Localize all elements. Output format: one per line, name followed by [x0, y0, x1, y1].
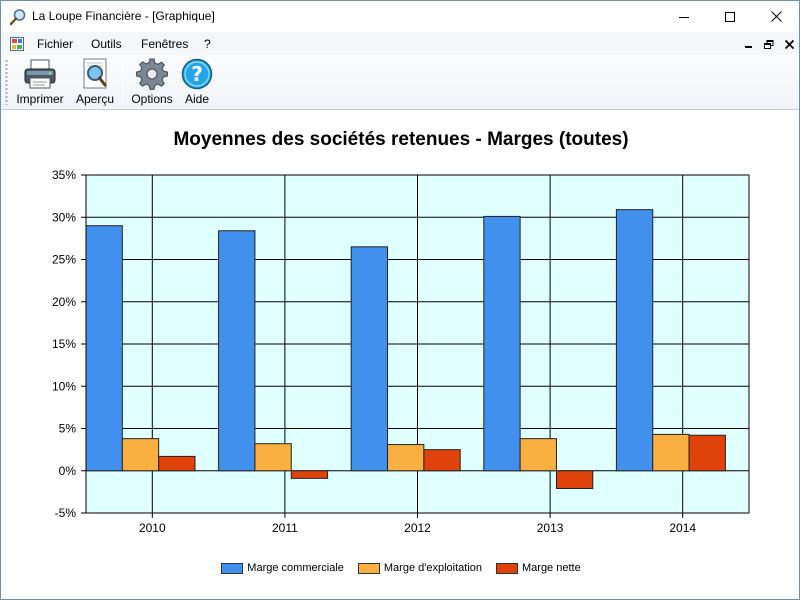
- plot-border: [85, 174, 750, 514]
- title-bar[interactable]: La Loupe Financière - [Graphique]: [1, 1, 799, 32]
- gear-icon: [134, 57, 170, 91]
- options-button[interactable]: Options: [128, 57, 176, 108]
- y-tick-label: 30%: [52, 210, 76, 224]
- legend-swatch: [221, 562, 244, 574]
- options-label: Options: [131, 92, 173, 106]
- legend-item: Marge commerciale: [221, 562, 344, 574]
- bar: [290, 470, 329, 479]
- preview-button[interactable]: Aperçu: [72, 57, 118, 108]
- mdi-restore-button[interactable]: [762, 37, 776, 51]
- bar: [652, 433, 690, 472]
- bar: [519, 438, 557, 472]
- bar-chart: 35% 30% 25% 20% 15% 10% 5% 0% -5% 2010 2011 2012 201…: [52, 168, 750, 535]
- menu-outils[interactable]: Outils: [91, 37, 122, 51]
- bar: [121, 438, 160, 472]
- svg-text:?: ?: [191, 62, 203, 86]
- mdi-minimize-button[interactable]: [742, 37, 756, 51]
- y-tick-label: 0%: [59, 464, 77, 478]
- x-tick-label: 2014: [669, 521, 696, 535]
- y-tick-label: 15%: [52, 337, 76, 351]
- legend-swatch: [357, 562, 380, 574]
- chart-title: Moyennes des sociétés retenues - Marges …: [173, 129, 629, 150]
- chart-panel: Moyennes des sociétés retenues - Marges …: [1, 111, 799, 599]
- help-label: Aide: [184, 92, 210, 106]
- y-tick-label: 10%: [52, 379, 76, 393]
- bar: [688, 434, 726, 472]
- mdi-close-button[interactable]: [782, 37, 796, 51]
- menu-help[interactable]: ?: [204, 37, 211, 51]
- menu-fichier[interactable]: Fichier: [37, 37, 74, 51]
- menu-bar: Fichier Outils Fenêtres ?: [1, 32, 799, 55]
- y-tick-label: 20%: [52, 295, 76, 309]
- legend-item: Marge d'exploitation: [357, 562, 482, 574]
- printer-icon: [22, 57, 58, 91]
- x-tick-label: 2011: [272, 521, 298, 535]
- bar: [387, 444, 425, 472]
- y-tick-label: 25%: [52, 253, 76, 267]
- menu-fenetres[interactable]: Fenêtres: [141, 37, 189, 51]
- chart-legend: Marge commerciale Marge d'exploitation M…: [1, 562, 800, 574]
- bar: [254, 443, 292, 472]
- preview-icon: [77, 57, 113, 91]
- help-icon: ?: [179, 57, 215, 91]
- preview-label: Aperçu: [75, 92, 115, 106]
- help-button[interactable]: ? Aide: [178, 57, 216, 108]
- y-tick-label: 5%: [59, 422, 77, 436]
- x-tick-label: 2013: [537, 521, 564, 535]
- bar: [158, 455, 196, 472]
- print-button[interactable]: Imprimer: [14, 57, 66, 108]
- mdi-document-icon[interactable]: [10, 37, 24, 51]
- x-tick-label: 2010: [139, 521, 166, 535]
- bar: [85, 225, 123, 472]
- magnifier-app-icon: [9, 8, 27, 26]
- legend-label: Marge commerciale: [247, 562, 344, 574]
- y-tick-label: -5%: [55, 506, 77, 520]
- legend-label: Marge nette: [522, 562, 581, 574]
- bar: [555, 470, 594, 489]
- legend-label: Marge d'exploitation: [383, 562, 482, 574]
- bar: [350, 246, 389, 472]
- bar: [423, 449, 461, 472]
- bar: [483, 215, 521, 472]
- window-title: La Loupe Financière - [Graphique]: [32, 9, 215, 23]
- legend-item: Marge nette: [496, 562, 581, 574]
- bar: [218, 230, 256, 472]
- toolbar-separator: [122, 61, 123, 103]
- toolbar-grip[interactable]: [5, 59, 8, 105]
- print-label: Imprimer: [16, 92, 64, 106]
- maximize-button[interactable]: [707, 1, 753, 32]
- x-tick-label: 2012: [404, 521, 431, 535]
- legend-swatch: [496, 562, 518, 574]
- y-tick-label: 35%: [52, 168, 76, 182]
- minimize-button[interactable]: [661, 1, 707, 32]
- toolbar: Imprimer Aperçu: [1, 55, 799, 110]
- bar: [615, 209, 654, 472]
- close-button[interactable]: [753, 1, 799, 32]
